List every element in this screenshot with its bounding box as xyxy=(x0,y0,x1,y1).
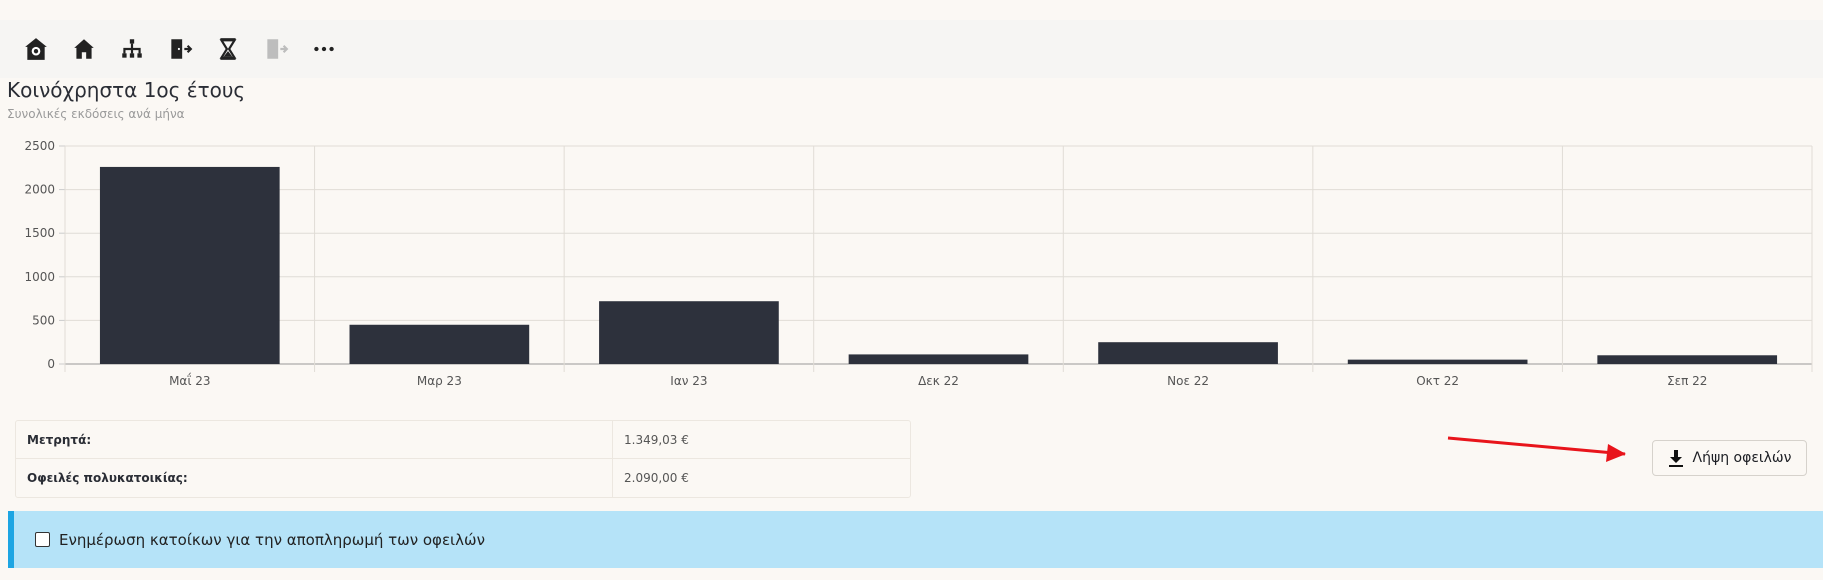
x-tick-label: Οκτ 22 xyxy=(1416,374,1459,388)
home-icon[interactable] xyxy=(60,20,108,78)
building-settings-icon[interactable] xyxy=(12,20,60,78)
download-icon xyxy=(1668,450,1683,467)
x-tick-label: Ιαν 23 xyxy=(670,374,707,388)
x-tick-label: Σεπ 22 xyxy=(1667,374,1707,388)
sitemap-icon[interactable] xyxy=(108,20,156,78)
hourglass-icon[interactable] xyxy=(204,20,252,78)
more-icon[interactable] xyxy=(300,20,348,78)
bar xyxy=(99,166,280,364)
page-title: Κοινόχρηστα 1ος έτους xyxy=(7,78,246,102)
door-exit-disabled-icon xyxy=(252,20,300,78)
page-subtitle: Συνολικές εκδόσεις ανά μήνα xyxy=(7,107,185,121)
notify-residents-alert: Ενημέρωση κατοίκων για την αποπληρωμή τω… xyxy=(8,511,1823,568)
y-tick-label: 2500 xyxy=(24,139,55,153)
notify-residents-checkbox[interactable] xyxy=(35,532,50,547)
red-arrow-annotation xyxy=(1447,436,1626,462)
bar xyxy=(349,324,530,364)
bar xyxy=(848,354,1029,364)
debts-label: Οφειλές πολυκατοικίας: xyxy=(16,459,613,497)
bar xyxy=(1347,359,1528,364)
download-debts-button[interactable]: Λήψη οφειλών xyxy=(1652,440,1807,476)
y-tick-label: 0 xyxy=(47,357,55,371)
summary-table: Μετρητά: 1.349,03 € Οφειλές πολυκατοικία… xyxy=(15,420,911,498)
x-tick-label: Νοε 22 xyxy=(1167,374,1209,388)
y-tick-label: 1500 xyxy=(24,226,55,240)
toolbar xyxy=(0,20,1823,78)
x-tick-label: Μαΐ 23 xyxy=(169,373,210,388)
summary-row-debts: Οφειλές πολυκατοικίας: 2.090,00 € xyxy=(16,459,910,497)
top-strip xyxy=(0,0,1823,20)
bar-chart: 0 500 1000 1500 2000 2500 Μαΐ 23 Μαρ 23 Ιαν 23 Δε… xyxy=(24,139,1813,388)
notify-residents-label[interactable]: Ενημέρωση κατοίκων για την αποπληρωμή τω… xyxy=(59,530,485,549)
cash-value: 1.349,03 € xyxy=(624,432,689,447)
summary-row-cash: Μετρητά: 1.349,03 € xyxy=(16,421,910,459)
debts-value: 2.090,00 € xyxy=(624,471,689,485)
bar xyxy=(1098,342,1278,364)
y-tick-label: 500 xyxy=(32,313,55,327)
x-tick-label: Δεκ 22 xyxy=(918,374,959,388)
y-tick-label: 1000 xyxy=(24,270,55,284)
bar xyxy=(1597,355,1778,364)
y-tick-label: 2000 xyxy=(24,183,55,197)
download-button-label: Λήψη οφειλών xyxy=(1692,450,1792,466)
x-tick-label: Μαρ 23 xyxy=(417,374,462,388)
door-exit-icon[interactable] xyxy=(156,20,204,78)
cash-label: Μετρητά: xyxy=(16,421,613,458)
bar xyxy=(599,301,779,364)
